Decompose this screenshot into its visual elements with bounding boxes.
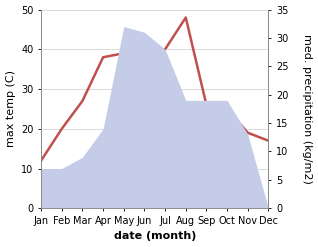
Y-axis label: max temp (C): max temp (C)	[5, 70, 16, 147]
Y-axis label: med. precipitation (kg/m2): med. precipitation (kg/m2)	[302, 34, 313, 184]
X-axis label: date (month): date (month)	[114, 231, 196, 242]
